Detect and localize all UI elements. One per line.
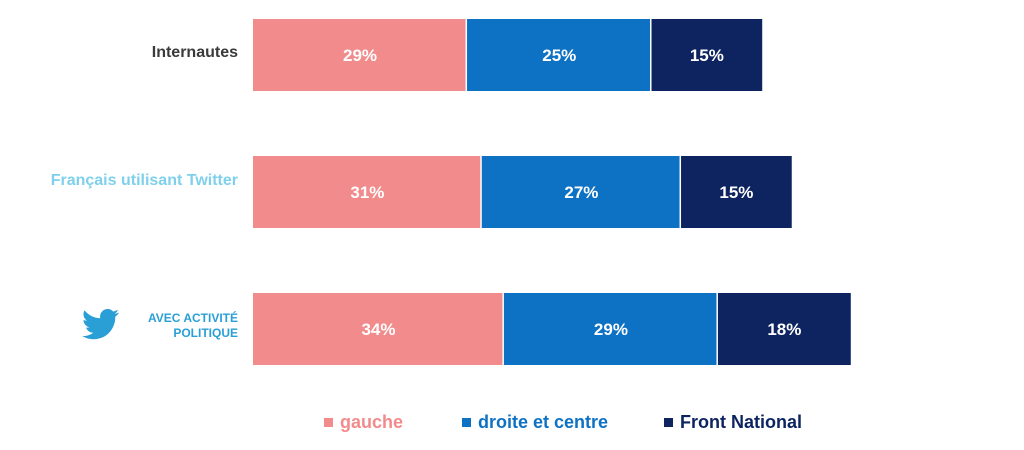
data-label-gauche-2: 34% [361, 320, 395, 339]
legend-label-front-national: Front National [680, 412, 802, 432]
legend-item-droite-et-centre: droite et centre [462, 412, 608, 433]
legend: gauche droite et centre Front National [0, 412, 1024, 438]
category-label-activite-politique: Avec activité politique [147, 311, 238, 340]
bar-front-national-1 [681, 156, 792, 228]
bar-droite-et-centre-0 [467, 19, 651, 91]
legend-swatch-droite-et-centre [462, 418, 471, 427]
bar-gauche-0 [253, 19, 466, 91]
legend-swatch-gauche [324, 418, 333, 427]
data-label-front-national-2: 18% [767, 320, 801, 339]
legend-label-droite-et-centre: droite et centre [478, 412, 609, 432]
twitter-bird-icon [82, 309, 119, 340]
data-label-gauche-1: 31% [350, 183, 384, 202]
bar-droite-et-centre-1 [481, 156, 680, 228]
bar-front-national-0 [651, 19, 763, 91]
data-label-front-national-1: 15% [719, 183, 753, 202]
data-label-droite-et-centre-2: 29% [594, 320, 628, 339]
legend-label-gauche: gauche [340, 412, 404, 432]
category-label-francais-twitter: Français utilisant Twitter [50, 172, 238, 189]
stacked-bar-chart: 29% 25% 15% 31% 27% 15% 34% 29% 18% [253, 19, 851, 365]
bar-gauche-1 [253, 156, 481, 228]
bar-gauche-2 [253, 293, 503, 365]
legend-item-gauche: gauche [324, 412, 403, 433]
data-label-droite-et-centre-1: 27% [564, 183, 598, 202]
legend-item-front-national: Front National [664, 412, 802, 433]
legend-swatch-front-national [664, 418, 673, 427]
category-label-internautes: Internautes [151, 44, 238, 61]
data-label-front-national-0: 15% [690, 46, 724, 65]
bar-droite-et-centre-2 [503, 293, 717, 365]
data-label-gauche-0: 29% [343, 46, 377, 65]
bar-front-national-2 [717, 293, 851, 365]
data-label-droite-et-centre-0: 25% [542, 46, 576, 65]
